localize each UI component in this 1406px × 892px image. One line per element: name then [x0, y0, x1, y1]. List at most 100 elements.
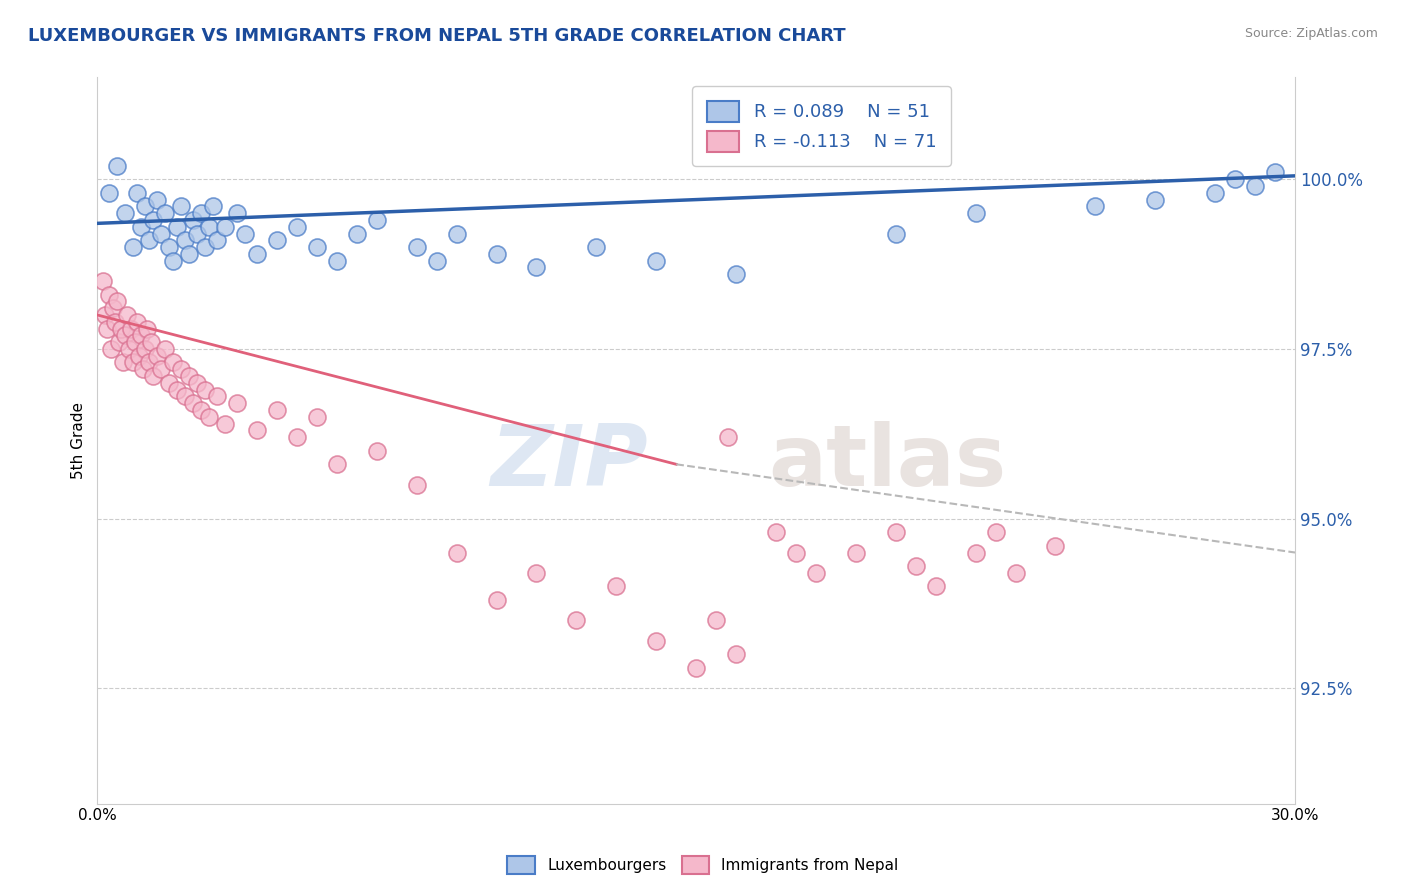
- Point: [155, 206, 177, 220]
- Point: [904, 559, 927, 574]
- Point: [179, 369, 201, 384]
- Point: [100, 342, 122, 356]
- Point: [685, 661, 707, 675]
- Point: [233, 227, 256, 241]
- Point: [174, 389, 197, 403]
- Point: [214, 417, 236, 431]
- Point: [174, 233, 197, 247]
- Point: [155, 342, 177, 356]
- Point: [162, 253, 184, 268]
- Point: [108, 335, 131, 350]
- Point: [138, 355, 160, 369]
- Point: [105, 294, 128, 309]
- Point: [226, 206, 249, 220]
- Point: [804, 566, 827, 580]
- Point: [103, 301, 125, 316]
- Point: [226, 396, 249, 410]
- Point: [202, 199, 225, 213]
- Point: [984, 525, 1007, 540]
- Point: [150, 362, 173, 376]
- Point: [565, 613, 588, 627]
- Point: [194, 383, 217, 397]
- Point: [124, 335, 146, 350]
- Point: [205, 389, 228, 403]
- Point: [884, 227, 907, 241]
- Point: [1223, 172, 1246, 186]
- Point: [127, 186, 149, 200]
- Point: [186, 227, 208, 241]
- Point: [285, 430, 308, 444]
- Point: [1264, 165, 1286, 179]
- Point: [166, 219, 188, 234]
- Point: [725, 648, 748, 662]
- Point: [198, 219, 221, 234]
- Point: [965, 206, 987, 220]
- Point: [134, 342, 156, 356]
- Point: [845, 545, 868, 559]
- Point: [194, 240, 217, 254]
- Point: [305, 240, 328, 254]
- Point: [205, 233, 228, 247]
- Point: [96, 321, 118, 335]
- Point: [181, 396, 204, 410]
- Point: [645, 633, 668, 648]
- Point: [485, 593, 508, 607]
- Point: [965, 545, 987, 559]
- Point: [246, 247, 269, 261]
- Text: LUXEMBOURGER VS IMMIGRANTS FROM NEPAL 5TH GRADE CORRELATION CHART: LUXEMBOURGER VS IMMIGRANTS FROM NEPAL 5T…: [28, 27, 846, 45]
- Point: [446, 227, 468, 241]
- Point: [141, 335, 163, 350]
- Point: [605, 579, 627, 593]
- Point: [170, 362, 193, 376]
- Point: [129, 328, 152, 343]
- Point: [266, 403, 288, 417]
- Point: [114, 328, 136, 343]
- Point: [366, 213, 388, 227]
- Point: [1084, 199, 1107, 213]
- Point: [166, 383, 188, 397]
- Point: [128, 349, 150, 363]
- Point: [112, 355, 135, 369]
- Point: [98, 287, 121, 301]
- Point: [146, 349, 169, 363]
- Point: [785, 545, 807, 559]
- Point: [426, 253, 449, 268]
- Point: [179, 247, 201, 261]
- Point: [134, 199, 156, 213]
- Point: [190, 206, 212, 220]
- Point: [91, 274, 114, 288]
- Point: [110, 321, 132, 335]
- Point: [446, 545, 468, 559]
- Point: [925, 579, 948, 593]
- Point: [645, 253, 668, 268]
- Point: [246, 423, 269, 437]
- Point: [105, 159, 128, 173]
- Text: Source: ZipAtlas.com: Source: ZipAtlas.com: [1244, 27, 1378, 40]
- Point: [157, 376, 180, 390]
- Point: [1204, 186, 1226, 200]
- Point: [1004, 566, 1026, 580]
- Point: [485, 247, 508, 261]
- Point: [94, 308, 117, 322]
- Point: [117, 308, 139, 322]
- Point: [132, 362, 155, 376]
- Point: [285, 219, 308, 234]
- Point: [1144, 193, 1167, 207]
- Point: [146, 193, 169, 207]
- Point: [704, 613, 727, 627]
- Point: [214, 219, 236, 234]
- Point: [717, 430, 740, 444]
- Point: [118, 342, 141, 356]
- Point: [405, 477, 427, 491]
- Point: [138, 233, 160, 247]
- Point: [127, 315, 149, 329]
- Point: [186, 376, 208, 390]
- Point: [142, 213, 165, 227]
- Point: [122, 240, 145, 254]
- Point: [122, 355, 145, 369]
- Point: [1244, 179, 1267, 194]
- Legend: Luxembourgers, Immigrants from Nepal: Luxembourgers, Immigrants from Nepal: [502, 850, 904, 880]
- Point: [366, 443, 388, 458]
- Point: [129, 219, 152, 234]
- Text: atlas: atlas: [768, 421, 1007, 504]
